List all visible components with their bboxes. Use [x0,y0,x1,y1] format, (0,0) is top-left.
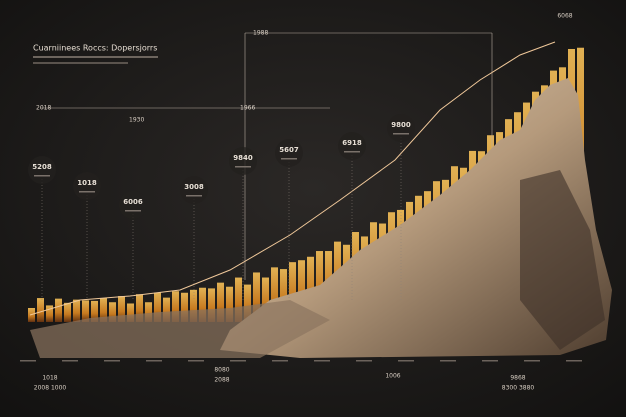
rock-base [30,300,330,358]
footer-tick [482,360,498,362]
node-caption [344,151,360,153]
decor-bar [262,277,269,322]
decor-bar [46,305,53,322]
rock-shadow [520,170,605,350]
decor-bar [37,298,44,322]
node-value: 9840 [233,154,253,162]
decor-bar [55,298,62,322]
footer-label: 1018 [42,375,57,382]
node-circle [229,147,257,175]
decor-bar [82,300,89,322]
node-value: 9800 [391,121,411,129]
title: Cuarniinees Roccs: Dopersjorrs [33,44,157,53]
decor-bar [73,299,80,322]
decor-bar [145,302,152,322]
node-circle [180,176,208,204]
decor-bar [64,302,71,322]
footer-label: 2008 1000 [34,385,67,392]
label-group: 1988 2018 1966 1930 5208 1018 6006 3008 9840 5607… [20,30,582,392]
footer-tick [398,360,414,362]
decor-bar [109,302,116,322]
footer-tick [524,360,540,362]
footer-tick [104,360,120,362]
decor-bar [181,292,188,322]
decor-bar [100,298,107,322]
decor-bar [118,296,125,322]
footer-tick [62,360,78,362]
decor-bar [190,289,197,322]
badge: 6068 [557,13,572,20]
node-caption [393,133,409,135]
node-caption [125,210,141,212]
decor-bar [280,269,287,322]
footer-tick [440,360,456,362]
node-caption [34,175,50,177]
node-circle [119,191,147,219]
footer-label: 1006 [385,373,400,380]
decor-bar [208,288,215,322]
footer-tick [230,360,246,362]
footer-tick [566,360,582,362]
node-value: 6006 [123,198,143,206]
node-value: 5208 [32,163,52,171]
axis-label: 2018 [36,105,51,112]
decor-bar [154,292,161,322]
node-caption [281,158,297,160]
decor-bar [253,272,260,322]
decor-bar [244,284,251,322]
node-caption [235,166,251,168]
node-caption [186,195,202,197]
decor-bar [127,303,134,322]
footer-tick [314,360,330,362]
node-circle [28,156,56,184]
trend-line [29,41,556,316]
node-circle [338,132,366,160]
node-value: 3008 [184,183,204,191]
footer-label: 8080 [214,367,229,374]
footer-tick [188,360,204,362]
footer-tick [20,360,36,362]
node-circle [275,139,303,167]
decor-bar [91,300,98,322]
subtitle-line [33,62,128,64]
footer-tick [272,360,288,362]
footer-label: 2088 [214,377,229,384]
decor-bar [226,286,233,322]
node-circle [73,172,101,200]
axis-label: 1988 [253,30,268,37]
axis-label: 1966 [240,105,255,112]
decor-bar [271,267,278,322]
decor-bar [217,282,224,322]
footer-tick [146,360,162,362]
node-circle [387,114,415,142]
decor-bar [172,291,179,322]
axis-label: 1930 [129,117,144,124]
node-value: 6918 [342,139,362,147]
rock-mountain [220,78,612,358]
decor-bar [199,287,206,322]
decor-bar [136,294,143,322]
node-caption [79,191,95,193]
subtitle-line [33,56,158,58]
decor-bar [235,277,242,322]
decor-bar [289,262,296,322]
node-value: 5607 [279,146,299,154]
decor-bar [163,297,170,322]
footer-tick [356,360,372,362]
footer-label: 8300 3880 [502,385,535,392]
footer-label: 9868 [510,375,525,382]
node-value: 1018 [77,179,97,187]
